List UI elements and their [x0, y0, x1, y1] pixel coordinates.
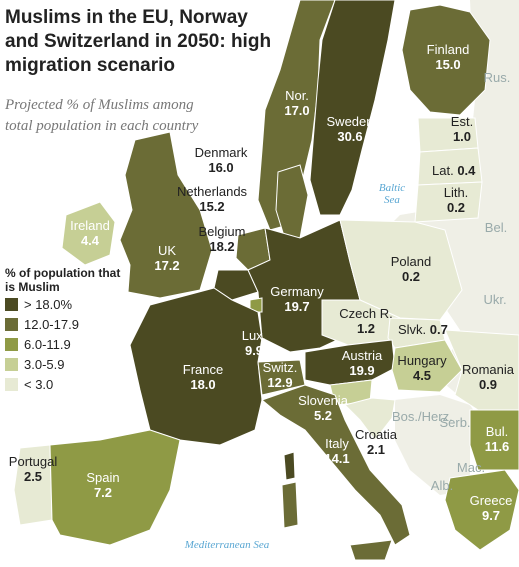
label-austria: Austria 19.9 — [341, 348, 383, 378]
label-lithuania: Lith. 0.2 — [443, 185, 469, 215]
label-bulgaria: Bul. 11.6 — [484, 424, 510, 454]
austria-region — [304, 339, 396, 386]
label-sweden: Sweden 30.6 — [326, 114, 374, 144]
label-belarus: Bel. — [484, 220, 508, 235]
sardinia-region — [281, 481, 299, 529]
label-belgium: Belgium 18.2 — [198, 224, 246, 254]
label-russia: Rus. — [483, 70, 511, 85]
legend-swatch — [5, 338, 18, 351]
label-serbia: Serb. — [439, 415, 471, 430]
label-hungary: Hungary 4.5 — [397, 353, 447, 383]
map-title: Muslims in the EU, Norway and Switzerlan… — [5, 7, 272, 76]
legend: % of population that is Muslim > 18.0% 1… — [5, 266, 125, 394]
label-slovakia: Slvk. 0.7 — [398, 322, 448, 337]
baltic-sea-label: Baltic Sea — [378, 182, 406, 206]
legend-swatch — [5, 378, 18, 391]
label-slovenia: Slovenia 5.2 — [298, 393, 348, 423]
label-uk: UK 17.2 — [154, 243, 180, 273]
legend-item: 12.0-17.9 — [5, 315, 125, 334]
france-region — [129, 287, 263, 446]
mediterranean-sea-label: Mediterranean Sea — [184, 539, 270, 551]
finland-region — [401, 4, 491, 116]
spain-region — [49, 429, 181, 546]
label-latvia: Lat. 0.4 — [432, 163, 476, 178]
portugal-region — [13, 444, 53, 526]
greece-region — [444, 469, 519, 551]
legend-label: 3.0-5.9 — [24, 357, 65, 372]
legend-swatch — [5, 318, 18, 331]
label-ukraine: Ukr. — [483, 292, 507, 307]
legend-label: < 3.0 — [24, 377, 54, 392]
label-france: France 18.0 — [182, 362, 224, 392]
label-netherlands: Netherlands 15.2 — [176, 184, 248, 214]
map-subtitle: Projected % of Muslims among total popul… — [5, 97, 199, 134]
legend-swatch — [5, 298, 18, 311]
label-czech: Czech R. 1.2 — [339, 306, 393, 336]
label-bosnia: Bos./Herz. — [392, 409, 453, 424]
legend-item: > 18.0% — [5, 295, 125, 314]
label-albania: Alb. — [430, 478, 454, 493]
label-romania: Romania 0.9 — [461, 362, 515, 392]
hungary-region — [391, 339, 463, 393]
label-ireland: Ireland 4.4 — [70, 218, 110, 248]
uk-region — [119, 131, 213, 299]
legend-label: 12.0-17.9 — [24, 317, 79, 332]
label-poland: Poland 0.2 — [390, 254, 432, 284]
label-estonia: Est. 1.0 — [450, 114, 474, 144]
label-switzerland: Switz. 12.9 — [262, 360, 298, 390]
sicily-region — [349, 539, 393, 561]
legend-item: 3.0-5.9 — [5, 355, 125, 374]
legend-label: 6.0-11.9 — [24, 337, 71, 352]
label-croatia: Croatia 2.1 — [355, 427, 397, 457]
label-finland: Finland 15.0 — [426, 42, 470, 72]
legend-swatch — [5, 358, 18, 371]
corsica-region — [283, 451, 296, 481]
lithuania-region — [414, 181, 483, 223]
belgium-region — [213, 269, 259, 301]
denmark-region — [275, 164, 309, 239]
italy-region — [261, 384, 411, 546]
label-norway: Nor. 17.0 — [284, 88, 310, 118]
ireland-region — [61, 201, 116, 266]
label-denmark: Denmark 16.0 — [194, 145, 248, 175]
legend-label: > 18.0% — [24, 297, 73, 312]
label-spain: Spain 7.2 — [86, 470, 120, 500]
label-greece: Greece 9.7 — [469, 493, 513, 523]
label-luxembourg: Lux. 9.9 — [241, 328, 267, 358]
label-macedonia: Mac. — [456, 460, 486, 475]
legend-title: % of population that is Muslim — [5, 266, 121, 294]
legend-item: 6.0-11.9 — [5, 335, 125, 354]
label-italy: Italy 14.1 — [324, 436, 350, 466]
sweden-region — [309, 0, 396, 216]
label-portugal: Portugal 2.5 — [8, 454, 58, 484]
bulgaria-region — [469, 409, 519, 471]
legend-item: < 3.0 — [5, 375, 125, 394]
label-germany: Germany 19.7 — [270, 284, 324, 314]
croatia-region — [344, 397, 396, 441]
